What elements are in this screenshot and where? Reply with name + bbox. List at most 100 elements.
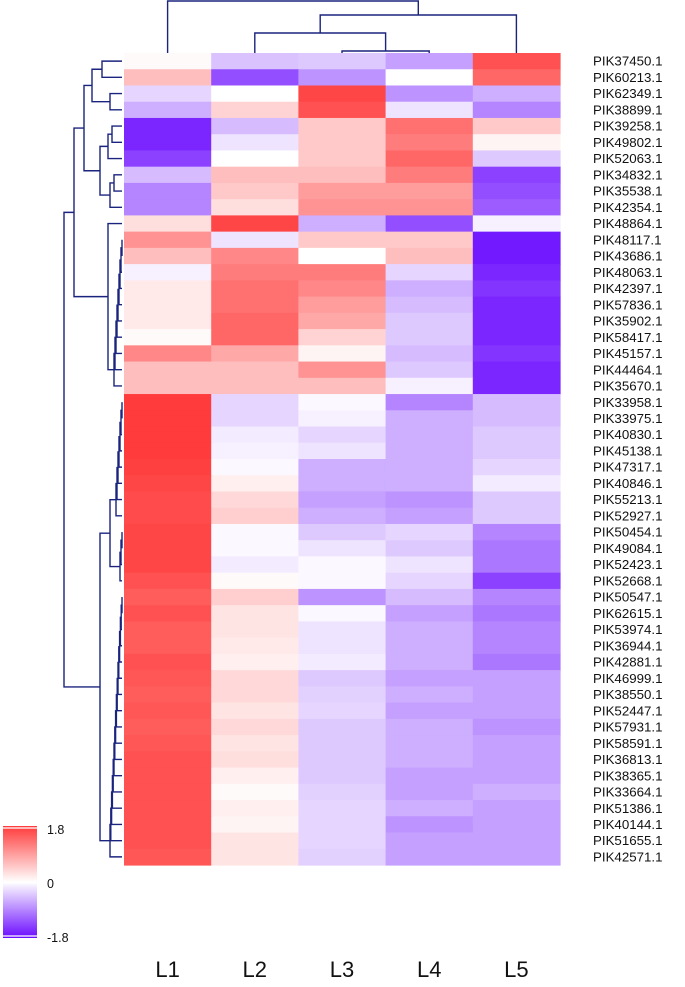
heatmap-cell: [385, 426, 474, 444]
heatmap-cell: [124, 150, 212, 168]
row-label: PIK36944.1: [593, 638, 663, 653]
legend-min-label: -1.8: [47, 931, 69, 945]
heatmap-cell: [472, 280, 561, 298]
heatmap-cell: [211, 653, 299, 671]
heatmap-cell: [211, 572, 299, 590]
heatmap-cell: [472, 345, 561, 363]
dendrogram-branch: [319, 14, 518, 53]
heatmap-cell: [472, 69, 561, 87]
heatmap-cell: [211, 247, 299, 265]
heatmap-cell: [472, 410, 561, 428]
heatmap-cell: [211, 361, 299, 379]
heatmap-cell: [472, 166, 561, 184]
heatmap-cell: [124, 523, 212, 541]
heatmap-cell: [298, 800, 387, 817]
heatmap-cell: [298, 718, 387, 736]
heatmap-cell: [385, 69, 474, 87]
heatmap-cell: [385, 783, 474, 801]
heatmap-cell: [472, 653, 561, 671]
heatmap-cell: [472, 377, 561, 395]
heatmap-cell: [385, 134, 474, 152]
row-label: PIK40846.1: [593, 476, 663, 491]
heatmap-cell: [385, 345, 474, 363]
row-label: PIK33975.1: [593, 411, 663, 426]
heatmap-cell: [211, 69, 299, 87]
heatmap-cell: [124, 767, 212, 785]
heatmap-cell: [385, 377, 474, 395]
heatmap-cell: [385, 329, 474, 346]
heatmap-cell: [124, 670, 212, 687]
heatmap-cell: [298, 329, 387, 346]
heatmap-cell: [211, 588, 299, 606]
heatmap-cell: [298, 410, 387, 428]
heatmap-cell: [124, 426, 212, 444]
row-label: PIK49084.1: [593, 541, 663, 556]
dendrogram-branch: [254, 32, 387, 53]
heatmap-cell: [211, 442, 299, 460]
heatmap-cell: [124, 653, 212, 671]
heatmap-cell: [124, 507, 212, 525]
heatmap-cell: [385, 767, 474, 785]
heatmap-cell: [385, 85, 474, 103]
row-dendrogram: [63, 60, 123, 858]
heatmap-cell: [211, 718, 299, 736]
heatmap-cell: [211, 540, 299, 558]
heatmap-cell: [385, 459, 474, 476]
heatmap-cell: [211, 621, 299, 639]
heatmap-cell: [211, 199, 299, 216]
heatmap-cell: [385, 199, 474, 216]
row-label: PIK45138.1: [593, 443, 663, 458]
heatmap-cell: [211, 686, 299, 704]
row-label: PIK53974.1: [593, 622, 663, 637]
heatmap-cell: [385, 670, 474, 687]
heatmap-cell: [472, 540, 561, 558]
row-label: PIK52668.1: [593, 573, 663, 588]
heatmap-cell: [472, 85, 561, 103]
heatmap-cell: [472, 507, 561, 525]
legend-colorbar: [3, 826, 37, 938]
heatmap-cell: [298, 312, 387, 330]
heatmap-cell: [211, 426, 299, 444]
row-label: PIK42571.1: [593, 849, 663, 864]
row-label: PIK58591.1: [593, 736, 663, 751]
heatmap-cell: [385, 182, 474, 200]
heatmap-cell: [124, 572, 212, 590]
row-label: PIK50454.1: [593, 525, 663, 540]
heatmap-cell: [124, 166, 212, 184]
row-label: PIK42354.1: [593, 200, 663, 215]
heatmap-cell: [385, 475, 474, 493]
heatmap-cell: [472, 816, 561, 834]
row-label: PIK36813.1: [593, 752, 663, 767]
heatmap-cell: [211, 117, 299, 135]
column-dendrogram: [166, 0, 518, 53]
heatmap-cell: [298, 394, 387, 411]
heatmap-cell: [211, 783, 299, 801]
heatmap-cell: [385, 605, 474, 622]
heatmap-cell: [472, 670, 561, 687]
row-label: PIK45157.1: [593, 346, 663, 361]
heatmap-cell: [211, 800, 299, 817]
heatmap-cell: [124, 475, 212, 493]
heatmap-cell: [298, 767, 387, 785]
heatmap-cell: [298, 101, 387, 119]
heatmap-cell: [385, 296, 474, 314]
heatmap-cell: [472, 735, 561, 752]
heatmap-cell: [124, 718, 212, 736]
heatmap-cell: [211, 816, 299, 834]
heatmap-cell: [211, 848, 299, 866]
heatmap-cell: [124, 783, 212, 801]
row-label: PIK34832.1: [593, 167, 663, 182]
heatmap-cell: [298, 361, 387, 379]
heatmap-cell: [298, 296, 387, 314]
heatmap-cell: [385, 848, 474, 866]
heatmap-cell: [298, 540, 387, 558]
dendrogram-branch: [73, 127, 108, 298]
row-label: PIK52423.1: [593, 557, 663, 572]
heatmap-cell: [298, 670, 387, 687]
heatmap-cell: [211, 150, 299, 168]
heatmap-cell: [211, 491, 299, 509]
heatmap-cell: [385, 394, 474, 411]
heatmap-cell: [298, 621, 387, 639]
heatmap-cell: [298, 264, 387, 281]
row-label: PIK49802.1: [593, 135, 663, 150]
